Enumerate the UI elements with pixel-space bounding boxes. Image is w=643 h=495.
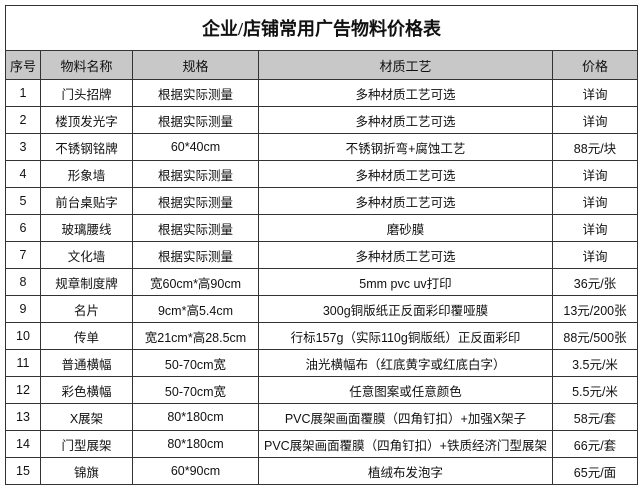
cell-spec: 9cm*高5.4cm [132,295,259,323]
cell-name: 不锈钢铭牌 [40,133,133,161]
cell-index: 4 [5,160,41,188]
cell-name: 彩色横幅 [40,376,133,404]
header-col-name: 物料名称 [40,50,133,80]
cell-index: 2 [5,106,41,134]
header-col-price: 价格 [552,50,638,80]
cell-price: 88元/500张 [552,322,638,350]
cell-index: 5 [5,187,41,215]
table-row: 3 不锈钢铭牌 60*40cm 不锈钢折弯+腐蚀工艺 88元/块 [5,133,638,161]
cell-material: 300g铜版纸正反面彩印覆哑膜 [258,295,553,323]
cell-material: 植绒布发泡字 [258,457,553,485]
cell-price: 详询 [552,106,638,134]
cell-index: 14 [5,430,41,458]
cell-price: 详询 [552,187,638,215]
cell-material: 多种材质工艺可选 [258,241,553,269]
table-row: 12 彩色横幅 50-70cm宽 任意图案或任意颜色 5.5元/米 [5,376,638,404]
cell-index: 3 [5,133,41,161]
cell-material: 油光横幅布（红底黄字或红底白字） [258,349,553,377]
table-row: 9 名片 9cm*高5.4cm 300g铜版纸正反面彩印覆哑膜 13元/200张 [5,295,638,323]
cell-name: 锦旗 [40,457,133,485]
cell-name: 传单 [40,322,133,350]
cell-name: 形象墙 [40,160,133,188]
cell-price: 13元/200张 [552,295,638,323]
table-body: 1 门头招牌 根据实际测量 多种材质工艺可选 详询 2 楼顶发光字 根据实际测量 多种材质工艺可… [5,79,638,485]
cell-name: 规章制度牌 [40,268,133,296]
cell-spec: 根据实际测量 [132,79,259,107]
cell-price: 88元/块 [552,133,638,161]
table-row: 11 普通横幅 50-70cm宽 油光横幅布（红底黄字或红底白字） 3.5元/米 [5,349,638,377]
cell-material: 多种材质工艺可选 [258,160,553,188]
header-row: 序号 物料名称 规格 材质工艺 价格 [5,50,638,80]
cell-name: 名片 [40,295,133,323]
cell-spec: 60*90cm [132,457,259,485]
table-row: 15 锦旗 60*90cm 植绒布发泡字 65元/面 [5,457,638,485]
cell-spec: 60*40cm [132,133,259,161]
cell-material: 不锈钢折弯+腐蚀工艺 [258,133,553,161]
table-row: 4 形象墙 根据实际测量 多种材质工艺可选 详询 [5,160,638,188]
cell-material: 多种材质工艺可选 [258,106,553,134]
table-row: 13 X展架 80*180cm PVC展架画面覆膜（四角钉扣）+加强X架子 58元/套 [5,403,638,431]
cell-price: 详询 [552,241,638,269]
cell-spec: 50-70cm宽 [132,376,259,404]
header-col-index: 序号 [5,50,41,80]
cell-name: 楼顶发光字 [40,106,133,134]
cell-name: 玻璃腰线 [40,214,133,242]
cell-name: X展架 [40,403,133,431]
cell-index: 15 [5,457,41,485]
cell-name: 前台桌贴字 [40,187,133,215]
cell-spec: 80*180cm [132,403,259,431]
cell-name: 门头招牌 [40,79,133,107]
table-row: 14 门型展架 80*180cm PVC展架画面覆膜（四角钉扣）+铁质经济门型展架 66… [5,430,638,458]
table-row: 2 楼顶发光字 根据实际测量 多种材质工艺可选 详询 [5,106,638,134]
cell-price: 详询 [552,214,638,242]
table-row: 6 玻璃腰线 根据实际测量 磨砂膜 详询 [5,214,638,242]
table-row: 5 前台桌贴字 根据实际测量 多种材质工艺可选 详询 [5,187,638,215]
cell-spec: 宽60cm*高90cm [132,268,259,296]
cell-price: 详询 [552,160,638,188]
cell-index: 8 [5,268,41,296]
cell-material: 多种材质工艺可选 [258,187,553,215]
cell-index: 13 [5,403,41,431]
cell-price: 36元/张 [552,268,638,296]
cell-material: 行标157g（实际110g铜版纸）正反面彩印 [258,322,553,350]
cell-spec: 80*180cm [132,430,259,458]
cell-name: 普通横幅 [40,349,133,377]
cell-name: 文化墙 [40,241,133,269]
cell-index: 7 [5,241,41,269]
cell-price: 5.5元/米 [552,376,638,404]
cell-material: 多种材质工艺可选 [258,79,553,107]
cell-index: 9 [5,295,41,323]
table-row: 8 规章制度牌 宽60cm*高90cm 5mm pvc uv打印 36元/张 [5,268,638,296]
table-row: 10 传单 宽21cm*高28.5cm 行标157g（实际110g铜版纸）正反面彩印 8… [5,322,638,350]
cell-spec: 根据实际测量 [132,106,259,134]
cell-price: 58元/套 [552,403,638,431]
cell-index: 11 [5,349,41,377]
cell-material: PVC展架画面覆膜（四角钉扣）+铁质经济门型展架 [258,430,553,458]
cell-spec: 根据实际测量 [132,160,259,188]
cell-spec: 根据实际测量 [132,214,259,242]
cell-material: 5mm pvc uv打印 [258,268,553,296]
cell-price: 66元/套 [552,430,638,458]
cell-material: 任意图案或任意颜色 [258,376,553,404]
table-title: 企业/店铺常用广告物料价格表 [5,5,638,51]
cell-index: 12 [5,376,41,404]
cell-material: PVC展架画面覆膜（四角钉扣）+加强X架子 [258,403,553,431]
cell-price: 详询 [552,79,638,107]
cell-spec: 50-70cm宽 [132,349,259,377]
cell-name: 门型展架 [40,430,133,458]
cell-price: 65元/面 [552,457,638,485]
table-row: 7 文化墙 根据实际测量 多种材质工艺可选 详询 [5,241,638,269]
cell-index: 6 [5,214,41,242]
cell-spec: 根据实际测量 [132,187,259,215]
header-col-spec: 规格 [132,50,259,80]
cell-price: 3.5元/米 [552,349,638,377]
cell-index: 1 [5,79,41,107]
header-col-material: 材质工艺 [258,50,553,80]
price-table: 企业/店铺常用广告物料价格表 序号 物料名称 规格 材质工艺 价格 1 门头招牌 根据实际测… [5,5,638,485]
cell-index: 10 [5,322,41,350]
cell-material: 磨砂膜 [258,214,553,242]
cell-spec: 宽21cm*高28.5cm [132,322,259,350]
table-row: 1 门头招牌 根据实际测量 多种材质工艺可选 详询 [5,79,638,107]
cell-spec: 根据实际测量 [132,241,259,269]
